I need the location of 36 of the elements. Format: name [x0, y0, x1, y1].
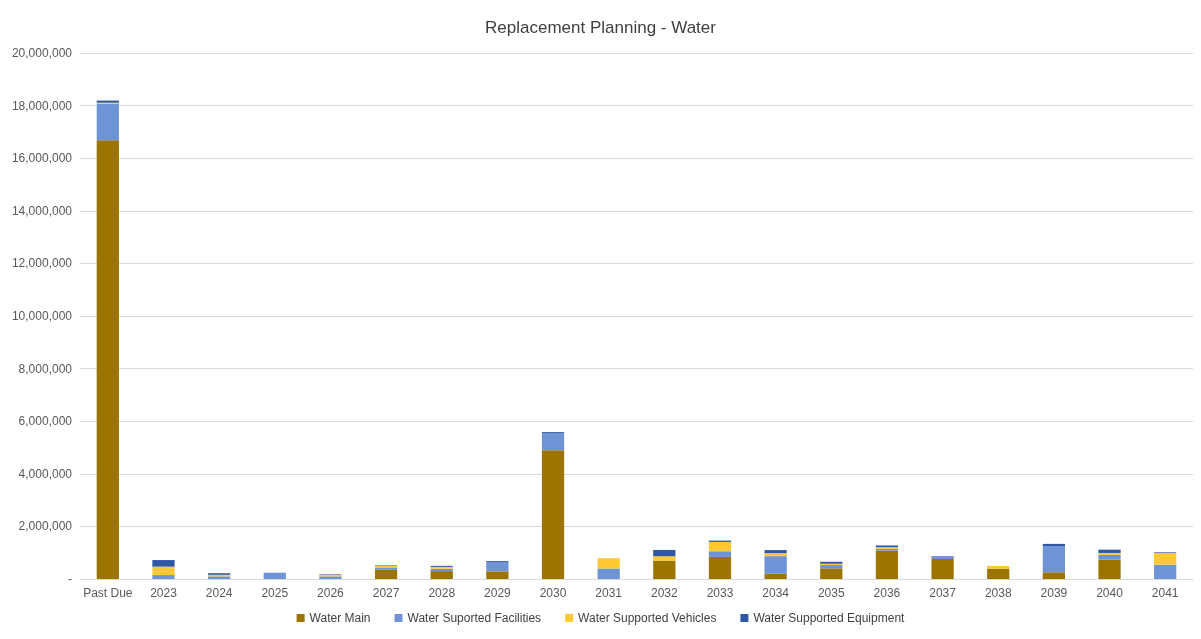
y-tick-label: 20,000,000 — [11, 46, 73, 60]
x-tick-label: 2040 — [1096, 586, 1124, 600]
x-tick-label: Past Due — [83, 586, 133, 600]
x-tick-label: 2031 — [595, 586, 623, 600]
x-tick-label: 2025 — [261, 586, 289, 600]
y-tick-label: 6,000,000 — [18, 414, 73, 429]
legend-label: Water Supported Equipment — [753, 611, 906, 625]
x-tick-label: 2034 — [762, 586, 790, 600]
legend-label: Water Main — [309, 611, 371, 625]
x-tick-label: 2026 — [317, 586, 345, 600]
y-tick-label: - — [68, 572, 72, 586]
y-tick-label: 16,000,000 — [11, 151, 73, 166]
x-tick-label: 2030 — [539, 586, 567, 600]
y-tick-label: 18,000,000 — [11, 98, 73, 113]
x-tick-label: 2036 — [873, 586, 901, 600]
x-tick-label: 2032 — [650, 586, 678, 600]
x-tick-label: 2038 — [984, 586, 1012, 600]
x-tick-label: 2027 — [372, 586, 400, 600]
y-tick-label: 2,000,000 — [18, 519, 73, 534]
chart-title: Replacement Planning - Water — [485, 18, 717, 37]
y-tick-label: 10,000,000 — [11, 309, 73, 323]
x-tick-label: 2024 — [205, 586, 233, 600]
x-tick-label: 2041 — [1151, 586, 1179, 600]
x-tick-label: 2023 — [150, 586, 178, 600]
y-tick-label: 12,000,000 — [11, 256, 73, 271]
y-tick-label: 14,000,000 — [11, 203, 73, 218]
legend-label: Water Supported Vehicles — [578, 611, 717, 625]
x-tick-label: 2033 — [706, 586, 734, 600]
y-tick-label: 8,000,000 — [18, 361, 73, 376]
x-tick-label: 2037 — [929, 586, 957, 600]
x-tick-label: 2035 — [817, 586, 845, 600]
x-tick-label: 2028 — [428, 586, 456, 600]
y-tick-label: 4,000,000 — [18, 466, 73, 481]
x-tick-label: 2039 — [1040, 586, 1068, 600]
legend-label: Water Suported Facilities — [407, 611, 542, 625]
x-tick-label: 2029 — [484, 586, 512, 600]
